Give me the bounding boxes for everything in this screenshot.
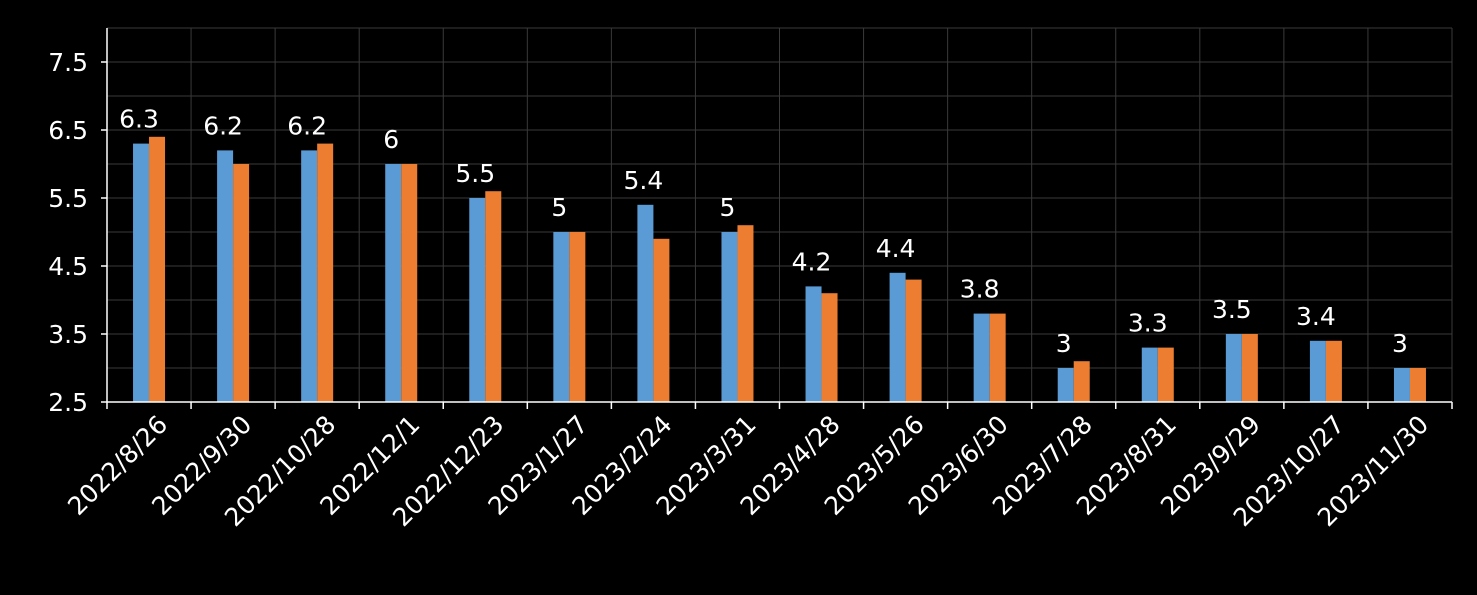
bar-series-1	[1057, 368, 1074, 402]
bar-series-2	[485, 191, 502, 402]
y-tick-label: 7.5	[48, 48, 88, 77]
data-label: 4.4	[876, 234, 916, 263]
bar-series-2	[1073, 361, 1090, 402]
data-label: 5.5	[455, 159, 495, 188]
data-label: 6	[383, 125, 399, 154]
bar-series-2	[1157, 347, 1174, 402]
bars	[133, 136, 1426, 403]
bar-series-1	[1393, 368, 1410, 402]
bar-series-1	[553, 232, 570, 402]
bar-series-2	[1409, 368, 1426, 402]
bar-series-2	[317, 143, 334, 402]
data-label: 6.3	[119, 105, 159, 134]
data-label: 6.2	[203, 111, 243, 140]
bar-series-1	[469, 198, 486, 402]
bar-series-2	[1241, 334, 1258, 402]
y-tick-label: 6.5	[48, 116, 88, 145]
bar-series-1	[973, 313, 990, 402]
bar-series-1	[217, 150, 234, 402]
bar-series-1	[805, 286, 822, 402]
data-label: 5.4	[624, 166, 664, 195]
bar-series-1	[637, 204, 654, 402]
bar-series-1	[1141, 347, 1158, 402]
bar-series-1	[1309, 340, 1326, 402]
bar-series-1	[133, 143, 150, 402]
bar-series-2	[149, 136, 166, 403]
bar-series-1	[301, 150, 318, 402]
bar-series-2	[737, 225, 754, 402]
bar-series-2	[653, 238, 670, 402]
bar-series-2	[1325, 340, 1342, 402]
y-tick-label: 4.5	[48, 252, 88, 281]
bar-series-2	[569, 232, 586, 402]
y-tick-label: 2.5	[48, 388, 88, 417]
data-label: 3.8	[960, 275, 1000, 304]
y-tick-label: 3.5	[48, 320, 88, 349]
data-label: 3	[1056, 329, 1072, 358]
data-label: 3.4	[1296, 302, 1336, 331]
bar-series-1	[889, 272, 906, 402]
data-label: 6.2	[287, 111, 327, 140]
y-tick-label: 5.5	[48, 184, 88, 213]
bar-series-1	[1225, 334, 1242, 402]
data-labels: 6.3 6.2 6.2 6 5.5 5 5.4 5 4.2 4.4 3.8 3 3.3 3.5 3.4 3	[119, 105, 1408, 358]
data-label: 3.3	[1128, 309, 1168, 338]
data-label: 3	[1392, 329, 1408, 358]
bar-series-2	[905, 279, 922, 402]
data-label: 3.5	[1212, 295, 1252, 324]
bar-series-1	[385, 164, 402, 402]
bar-series-1	[721, 232, 738, 402]
data-label: 4.2	[792, 247, 832, 276]
bar-series-2	[821, 293, 838, 402]
bar-series-2	[989, 313, 1006, 402]
bar-series-2	[233, 164, 250, 402]
data-label: 5	[720, 193, 736, 222]
data-label: 5	[551, 193, 567, 222]
bar-series-2	[401, 164, 418, 402]
